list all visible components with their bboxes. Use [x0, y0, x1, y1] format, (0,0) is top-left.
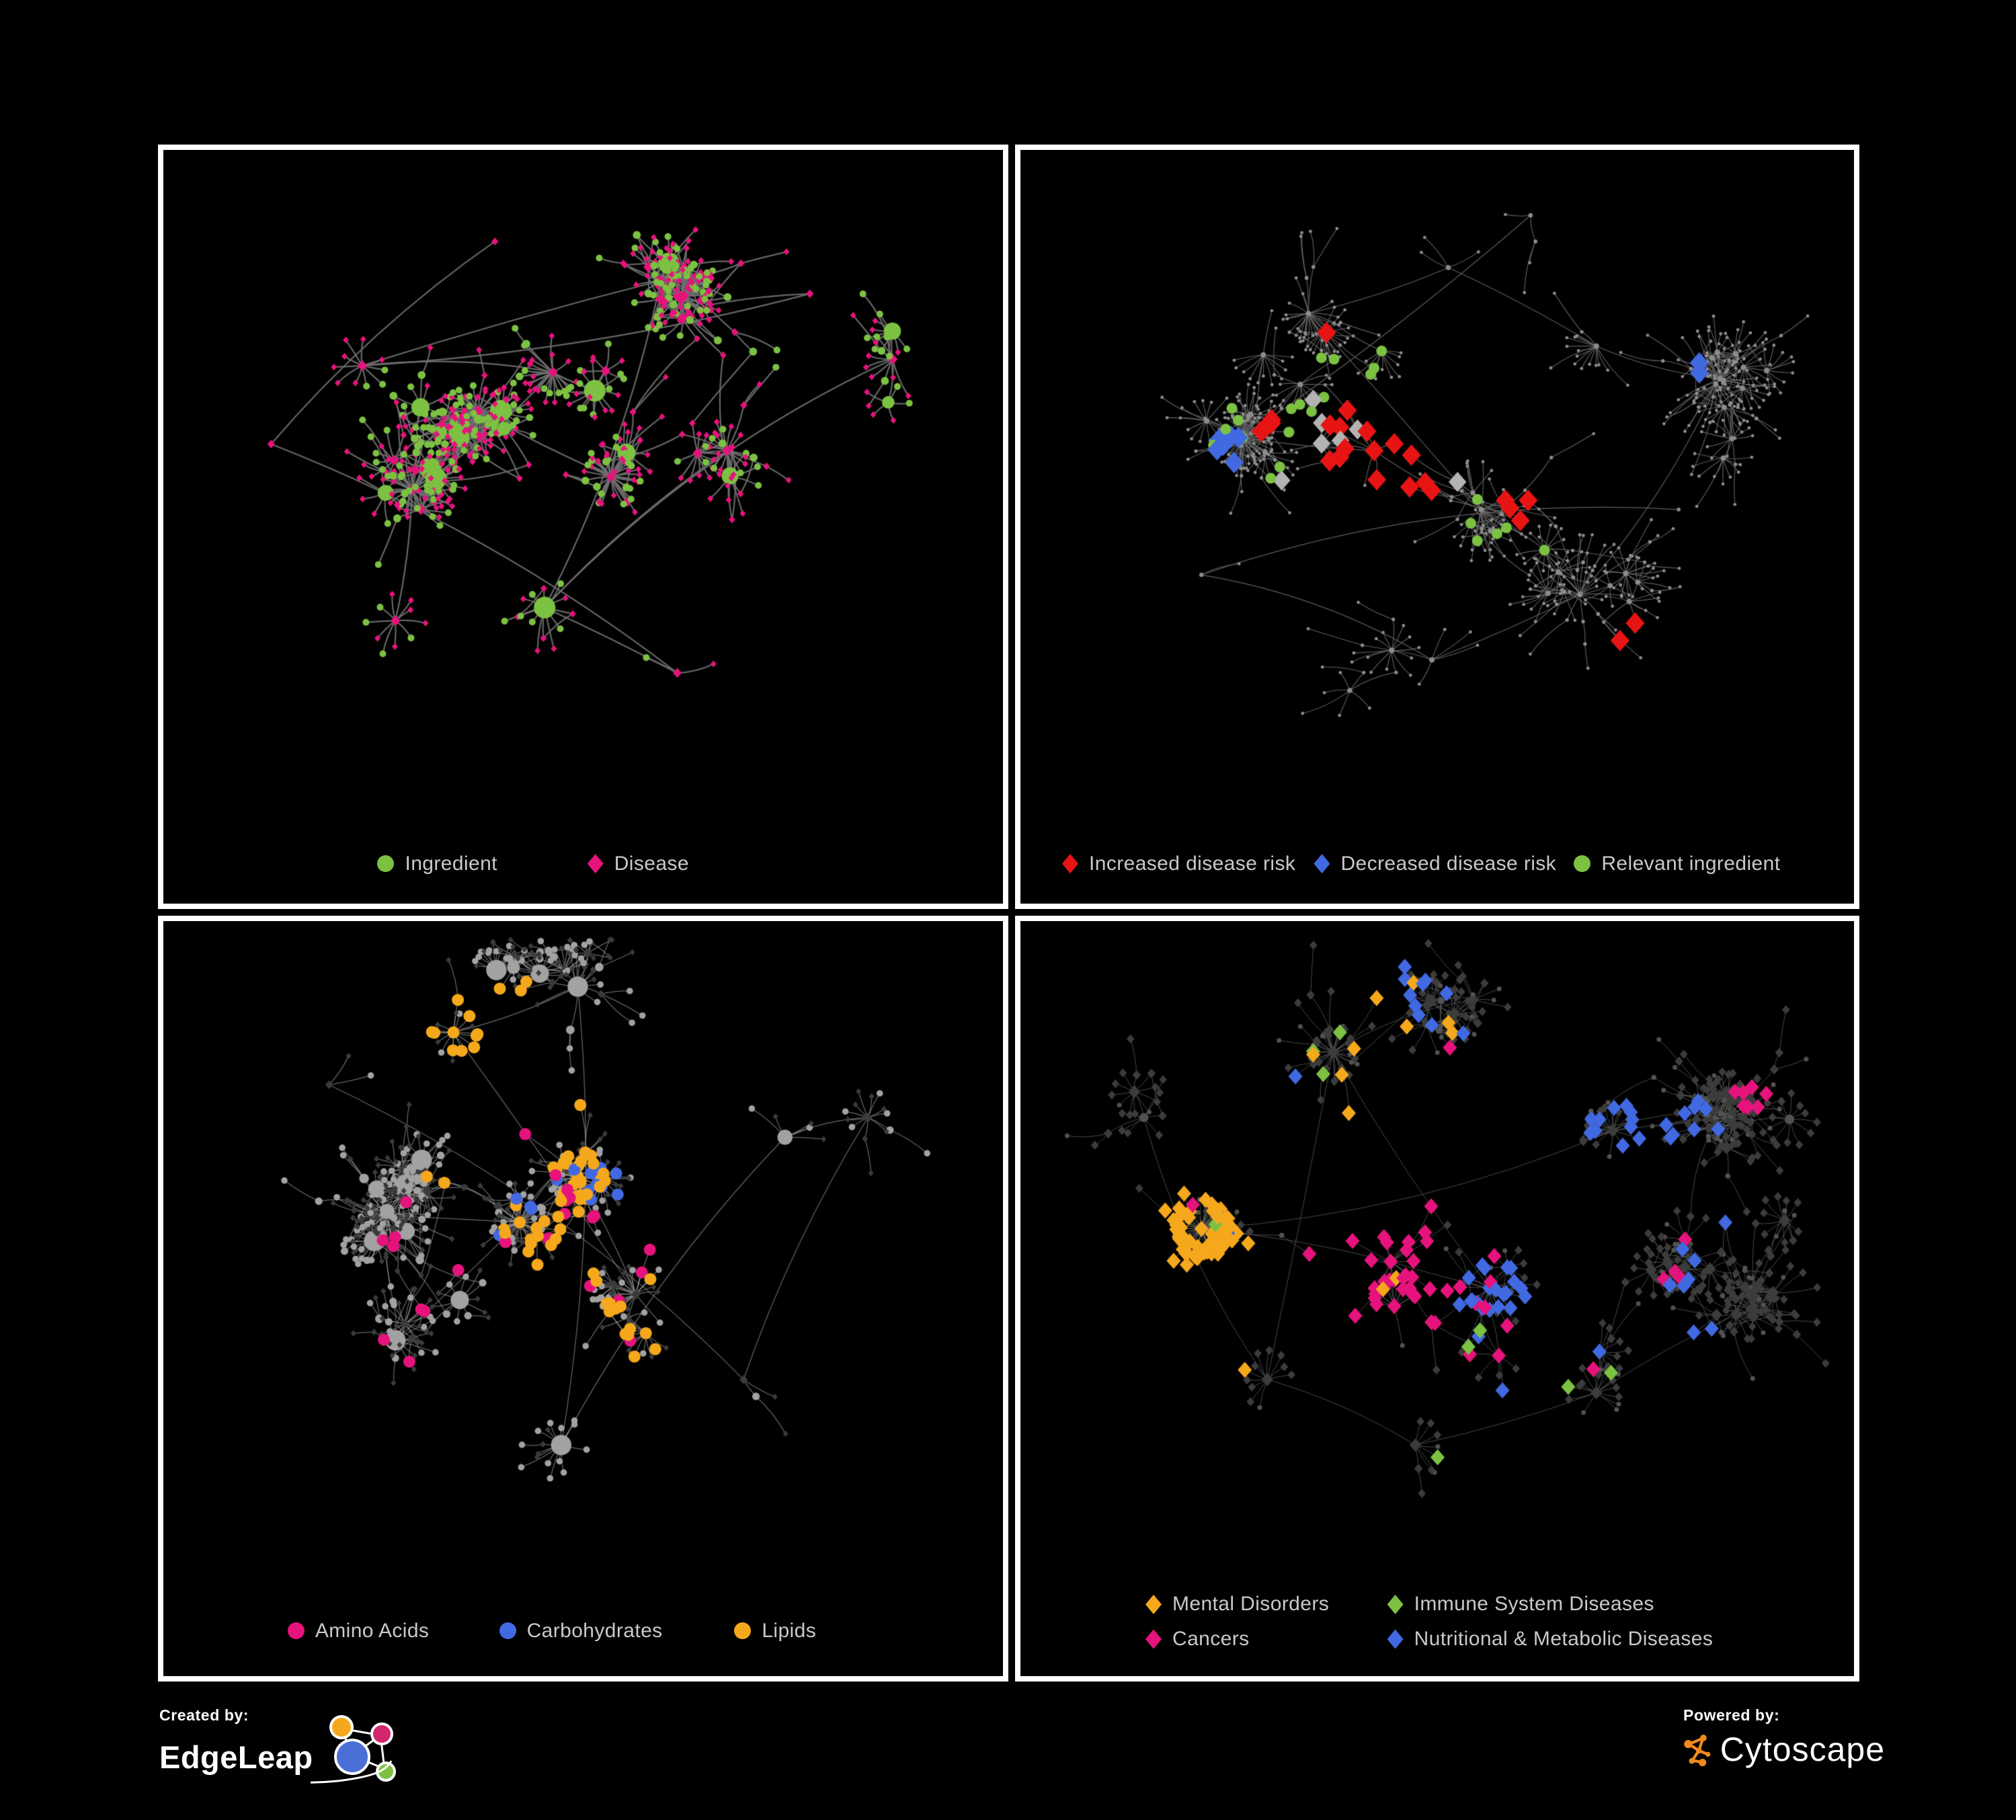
edgeleap-node-pink	[370, 1723, 393, 1745]
panel-disease-class-network: Mental Disorders Immune System Diseases Ca…	[1015, 916, 1859, 1681]
network-canvas-disease-risk	[1020, 150, 1843, 893]
edgeleap-wordmark: EdgeLeap	[159, 1739, 313, 1775]
cytoscape-network-icon	[1684, 1735, 1711, 1767]
network-canvas-disease-classes	[1020, 921, 1843, 1665]
panel-disease-risk-network: Increased disease risk Decreased disease …	[1015, 145, 1859, 909]
cytoscape-wordmark: Cytoscape	[1720, 1731, 1885, 1768]
network-canvas-ingredient-disease	[163, 150, 992, 893]
edgeleap-node-orange	[329, 1715, 354, 1739]
powered-by-label: Powered by:	[1683, 1706, 1780, 1724]
panel-nutrient-class-network: Amino Acids Carbohydrates Lipids	[158, 916, 1008, 1681]
panel-ingredient-disease-network: Ingredient Disease	[158, 145, 1008, 909]
network-canvas-nutrient-classes	[163, 921, 992, 1665]
edgeleap-network-icon	[310, 1715, 396, 1784]
powered-by-block: Powered by:	[1683, 1706, 1885, 1807]
created-by-block: Created by: EdgeLeap	[159, 1706, 448, 1807]
edgeleap-node-blue	[333, 1739, 370, 1775]
created-by-label: Created by:	[159, 1706, 249, 1724]
edgeleap-swoosh	[310, 1760, 392, 1784]
